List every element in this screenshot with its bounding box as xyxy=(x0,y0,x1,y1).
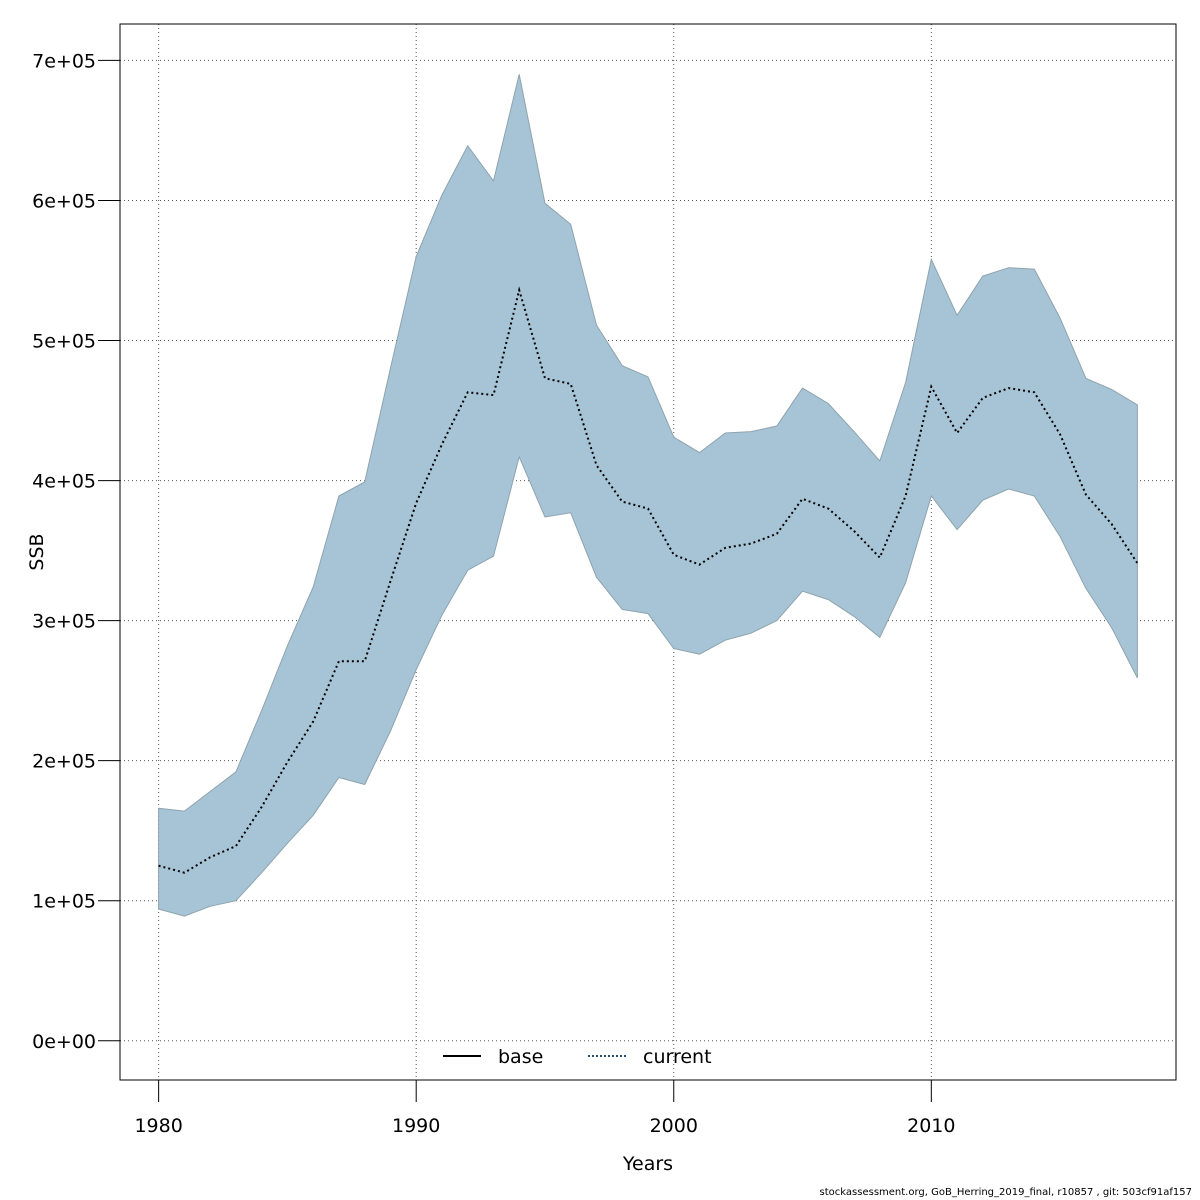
y-axis-title: SSB xyxy=(26,533,48,570)
y-tick-label: 2e+05 xyxy=(32,751,96,773)
x-tick-label: 2000 xyxy=(650,1115,698,1137)
y-tick-label: 5e+05 xyxy=(32,331,96,353)
confidence-band xyxy=(158,74,1138,917)
y-axis: 0e+00 1e+05 2e+05 3e+05 4e+05 5e+05 6e+05 7e+05 xyxy=(32,50,121,1053)
y-tick-label: 4e+05 xyxy=(32,471,96,493)
legend-label-current: current xyxy=(643,1046,712,1068)
y-tick-label: 7e+05 xyxy=(32,50,96,72)
x-axis: 1980 1990 2000 2010 xyxy=(134,1079,955,1137)
y-tick-label: 3e+05 xyxy=(32,611,96,633)
legend-label-base: base xyxy=(498,1046,543,1068)
x-tick-label: 1990 xyxy=(392,1115,440,1137)
x-tick-label: 2010 xyxy=(907,1115,955,1137)
footer-credit: stockassessment.org, GoB_Herring_2019_fi… xyxy=(819,1187,1192,1198)
y-tick-label: 6e+05 xyxy=(32,190,96,212)
y-tick-label: 0e+00 xyxy=(32,1031,96,1053)
legend: base current xyxy=(443,1046,712,1068)
x-tick-label: 1980 xyxy=(134,1115,182,1137)
x-axis-title: Years xyxy=(622,1153,673,1175)
y-tick-label: 1e+05 xyxy=(32,891,96,913)
series-line-current xyxy=(158,286,1139,874)
